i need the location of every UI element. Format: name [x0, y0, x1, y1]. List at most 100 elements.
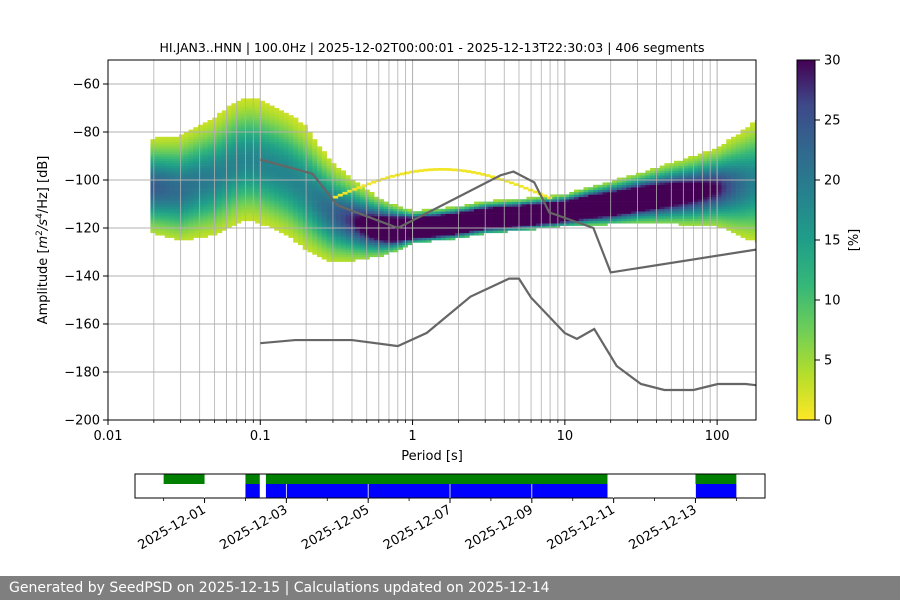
heat-cell: [583, 220, 589, 224]
heat-cell: [659, 172, 665, 176]
heat-cell: [540, 208, 546, 212]
heat-cell: [278, 117, 285, 121]
heat-cell: [179, 187, 185, 190]
heat-cell: [640, 201, 646, 205]
heat-cell: [255, 127, 261, 130]
heat-cell: [688, 158, 694, 162]
heat-cell: [528, 188, 534, 192]
heat-cell: [217, 201, 223, 205]
heat-cell: [255, 206, 261, 210]
heat-cell: [612, 187, 618, 190]
heat-cell: [150, 139, 156, 142]
heat-cell: [212, 172, 218, 176]
heat-cell: [236, 172, 242, 176]
heat-cell: [692, 180, 699, 183]
heat-cell: [421, 240, 427, 243]
heat-cell: [688, 172, 694, 176]
heat-cell: [721, 165, 727, 169]
heat-cell: [226, 168, 232, 171]
heat-cell: [169, 160, 175, 164]
heat-cell: [226, 120, 232, 123]
heat-cell: [754, 144, 756, 147]
heat-cell: [150, 228, 156, 231]
heat-cell: [236, 194, 242, 198]
heat-cell: [388, 244, 394, 248]
heat-cell: [212, 165, 218, 169]
heat-cell: [240, 129, 247, 133]
heat-cell: [640, 196, 646, 200]
heat-cell: [355, 204, 361, 207]
heat-cell: [688, 199, 694, 202]
heat-cell: [174, 170, 180, 174]
heat-cell: [317, 244, 323, 248]
heat-cell: [631, 177, 637, 181]
heat-cell: [426, 235, 432, 238]
heat-cell: [150, 141, 156, 145]
heat-cell: [526, 228, 532, 231]
heat-cell: [740, 129, 746, 133]
heat-cell: [621, 180, 627, 183]
heat-cell: [236, 180, 242, 183]
heat-cell: [340, 208, 346, 212]
heat-cell: [150, 213, 156, 217]
heat-cell: [297, 223, 304, 226]
heat-cell: [407, 218, 413, 222]
heat-cell: [164, 153, 170, 157]
heat-cell: [750, 136, 756, 140]
heat-cell: [654, 168, 661, 171]
heat-cell: [193, 192, 199, 195]
heat-cell: [169, 153, 175, 157]
heat-cell: [326, 240, 332, 243]
heat-cell: [521, 228, 527, 231]
heat-cell: [164, 172, 170, 176]
heat-cell: [469, 230, 475, 234]
heat-cell: [255, 177, 261, 181]
heat-cell: [716, 192, 722, 195]
heat-cell: [193, 208, 199, 212]
heat-cell: [164, 211, 170, 214]
heat-cell: [470, 171, 477, 174]
heat-cell: [174, 230, 180, 234]
heat-cell: [179, 168, 185, 171]
heat-cell: [602, 220, 608, 224]
heat-cell: [336, 172, 342, 176]
heat-cell: [226, 108, 232, 111]
heat-cell: [355, 228, 361, 231]
heat-cell: [278, 127, 285, 130]
heat-cell: [212, 170, 218, 174]
heat-cell: [726, 223, 732, 226]
heat-cell: [288, 201, 294, 205]
heat-cell: [302, 218, 308, 222]
heat-cell: [293, 189, 299, 193]
heat-cell: [726, 225, 732, 229]
heat-cell: [578, 204, 584, 207]
data-available-bar: [245, 474, 260, 484]
heat-cell: [388, 242, 394, 246]
heat-cell: [307, 189, 313, 193]
heat-cell: [507, 201, 513, 205]
heat-cell: [721, 158, 727, 162]
heat-cell: [183, 163, 189, 166]
heat-cell: [269, 208, 275, 212]
heat-cell: [231, 189, 237, 193]
heat-cell: [245, 148, 251, 152]
heat-cell: [559, 196, 565, 200]
heat-cell: [226, 220, 232, 224]
heat-cell: [174, 156, 180, 159]
heat-cell: [221, 216, 227, 219]
heat-cell: [435, 218, 442, 222]
heat-cell: [721, 225, 727, 229]
heat-cell: [283, 180, 289, 183]
heat-cell: [212, 196, 218, 200]
heat-cell: [350, 199, 356, 202]
heat-cell: [711, 163, 718, 166]
heat-cell: [355, 192, 361, 195]
heat-cell: [583, 187, 589, 190]
heat-cell: [183, 182, 189, 186]
heat-cell: [193, 213, 199, 217]
heat-cell: [483, 201, 489, 205]
heat-cell: [697, 156, 703, 159]
heat-cell: [564, 196, 570, 200]
heat-cell: [212, 218, 218, 222]
heat-cell: [721, 213, 727, 217]
